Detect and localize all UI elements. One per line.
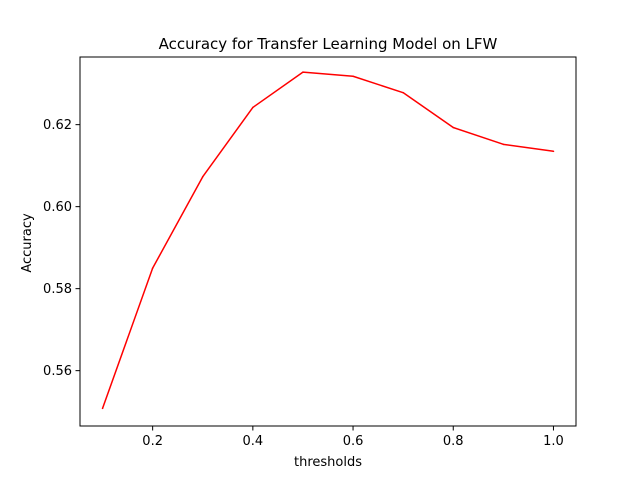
accuracy-line — [101, 71, 554, 409]
data-point — [402, 91, 404, 94]
plot-area — [101, 71, 555, 410]
x-axis-label: thresholds — [294, 455, 362, 470]
data-point — [151, 267, 154, 269]
x-tick-label: 0.2 — [142, 434, 163, 449]
x-tick-label: 0.8 — [443, 434, 464, 449]
y-axis: 0.56 0.58 0.60 0.62 — [43, 118, 80, 379]
x-axis: 0.2 0.4 0.6 0.8 1.0 — [142, 426, 564, 449]
data-point — [201, 175, 204, 178]
x-tick-label: 1.0 — [543, 434, 564, 449]
data-point — [552, 150, 555, 153]
data-point — [101, 407, 104, 410]
data-point — [252, 106, 254, 109]
y-tick-label: 0.62 — [43, 118, 72, 133]
y-tick-label: 0.56 — [43, 364, 72, 379]
data-point — [352, 75, 354, 78]
data-point — [302, 71, 304, 73]
y-axis-label: Accuracy — [20, 213, 35, 273]
y-tick-label: 0.60 — [43, 200, 72, 215]
chart-title: Accuracy for Transfer Learning Model on … — [159, 35, 498, 53]
y-tick-label: 0.58 — [43, 282, 72, 297]
x-tick-label: 0.6 — [343, 434, 364, 449]
data-point — [502, 143, 505, 146]
x-tick-label: 0.4 — [243, 434, 264, 449]
data-point — [452, 126, 455, 129]
plot-frame — [79, 56, 577, 427]
